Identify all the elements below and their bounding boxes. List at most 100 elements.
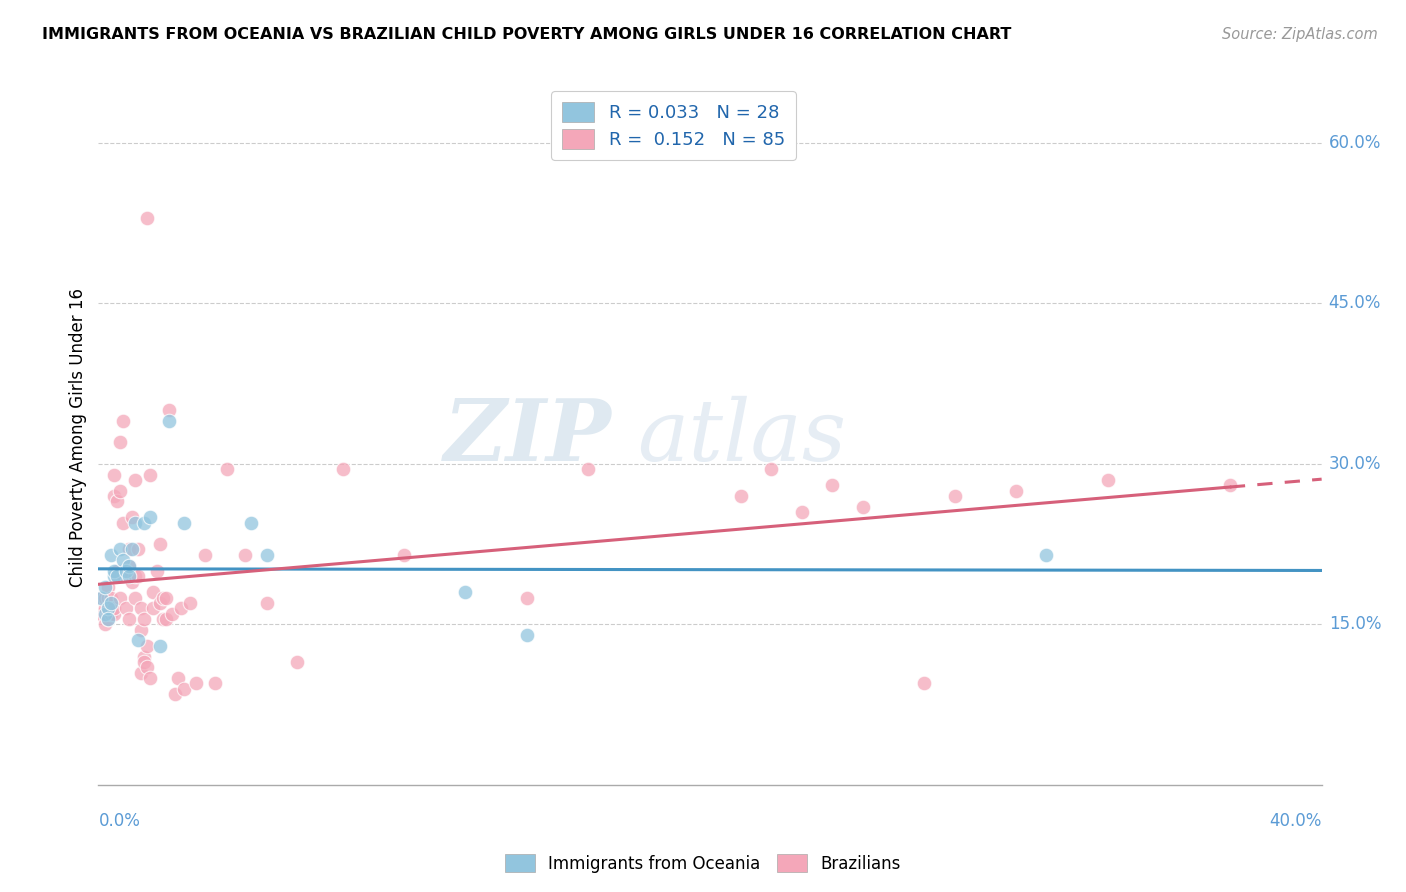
Point xyxy=(93,607,115,621)
Point xyxy=(127,542,149,557)
Text: 45.0%: 45.0% xyxy=(1329,294,1381,312)
Point xyxy=(100,596,122,610)
Point xyxy=(108,591,131,605)
Point xyxy=(115,564,138,578)
Point xyxy=(134,649,156,664)
Point xyxy=(93,580,115,594)
Point xyxy=(118,558,141,573)
Y-axis label: Child Poverty Among Girls Under 16: Child Poverty Among Girls Under 16 xyxy=(69,287,87,587)
Point xyxy=(516,628,538,642)
Point xyxy=(392,548,416,562)
Point xyxy=(179,596,201,610)
Point xyxy=(124,569,146,583)
Point xyxy=(100,596,122,610)
Point xyxy=(134,516,156,530)
Point xyxy=(256,596,278,610)
Point xyxy=(139,671,162,685)
Point xyxy=(115,601,138,615)
Point xyxy=(821,478,844,492)
Point xyxy=(118,542,141,557)
Point xyxy=(115,564,138,578)
Point xyxy=(149,639,172,653)
Point xyxy=(93,591,115,605)
Point xyxy=(97,591,120,605)
Point xyxy=(111,414,134,428)
Point xyxy=(157,403,180,417)
Text: 15.0%: 15.0% xyxy=(1329,615,1381,633)
Point xyxy=(118,569,141,583)
Point xyxy=(155,591,177,605)
Text: 30.0%: 30.0% xyxy=(1329,455,1381,473)
Point xyxy=(134,612,156,626)
Point xyxy=(90,607,112,621)
Text: 40.0%: 40.0% xyxy=(1270,812,1322,830)
Point xyxy=(576,462,599,476)
Point xyxy=(124,473,146,487)
Point xyxy=(204,676,226,690)
Point xyxy=(454,585,477,599)
Text: atlas: atlas xyxy=(637,396,846,478)
Point xyxy=(118,558,141,573)
Point xyxy=(97,612,120,626)
Point xyxy=(943,489,966,503)
Point xyxy=(233,548,256,562)
Point xyxy=(103,607,125,621)
Point xyxy=(105,569,128,583)
Text: Source: ZipAtlas.com: Source: ZipAtlas.com xyxy=(1222,27,1378,42)
Point xyxy=(108,435,131,450)
Point xyxy=(149,596,172,610)
Point xyxy=(103,467,125,482)
Point xyxy=(149,537,172,551)
Point xyxy=(163,687,186,701)
Point xyxy=(1097,473,1119,487)
Point xyxy=(332,462,354,476)
Point xyxy=(121,574,143,589)
Point xyxy=(100,607,122,621)
Text: 60.0%: 60.0% xyxy=(1329,134,1381,152)
Point xyxy=(129,665,152,680)
Point xyxy=(124,591,146,605)
Point xyxy=(1004,483,1026,498)
Point xyxy=(121,510,143,524)
Point xyxy=(730,489,752,503)
Point xyxy=(136,639,159,653)
Point xyxy=(516,591,538,605)
Point xyxy=(97,580,120,594)
Point xyxy=(1035,548,1057,562)
Legend: R = 0.033   N = 28, R =  0.152   N = 85: R = 0.033 N = 28, R = 0.152 N = 85 xyxy=(551,91,796,160)
Text: ZIP: ZIP xyxy=(444,395,612,479)
Point xyxy=(90,591,112,605)
Point xyxy=(100,591,122,605)
Point xyxy=(142,585,165,599)
Point xyxy=(97,612,120,626)
Point xyxy=(155,612,177,626)
Point xyxy=(103,569,125,583)
Point xyxy=(790,505,813,519)
Point xyxy=(134,655,156,669)
Point xyxy=(173,681,195,696)
Point xyxy=(105,564,128,578)
Point xyxy=(167,671,190,685)
Point xyxy=(186,676,208,690)
Point xyxy=(215,462,238,476)
Point xyxy=(285,655,308,669)
Point xyxy=(136,211,159,225)
Point xyxy=(152,612,174,626)
Point xyxy=(139,467,162,482)
Point xyxy=(124,516,146,530)
Point xyxy=(759,462,782,476)
Point xyxy=(912,676,935,690)
Legend: Immigrants from Oceania, Brazilians: Immigrants from Oceania, Brazilians xyxy=(498,847,908,880)
Point xyxy=(90,591,112,605)
Point xyxy=(121,542,143,557)
Point xyxy=(157,414,180,428)
Point xyxy=(173,516,195,530)
Point xyxy=(105,569,128,583)
Point xyxy=(103,601,125,615)
Point xyxy=(93,601,115,615)
Point xyxy=(142,601,165,615)
Point xyxy=(129,623,152,637)
Point xyxy=(127,569,149,583)
Point xyxy=(139,510,162,524)
Point xyxy=(152,591,174,605)
